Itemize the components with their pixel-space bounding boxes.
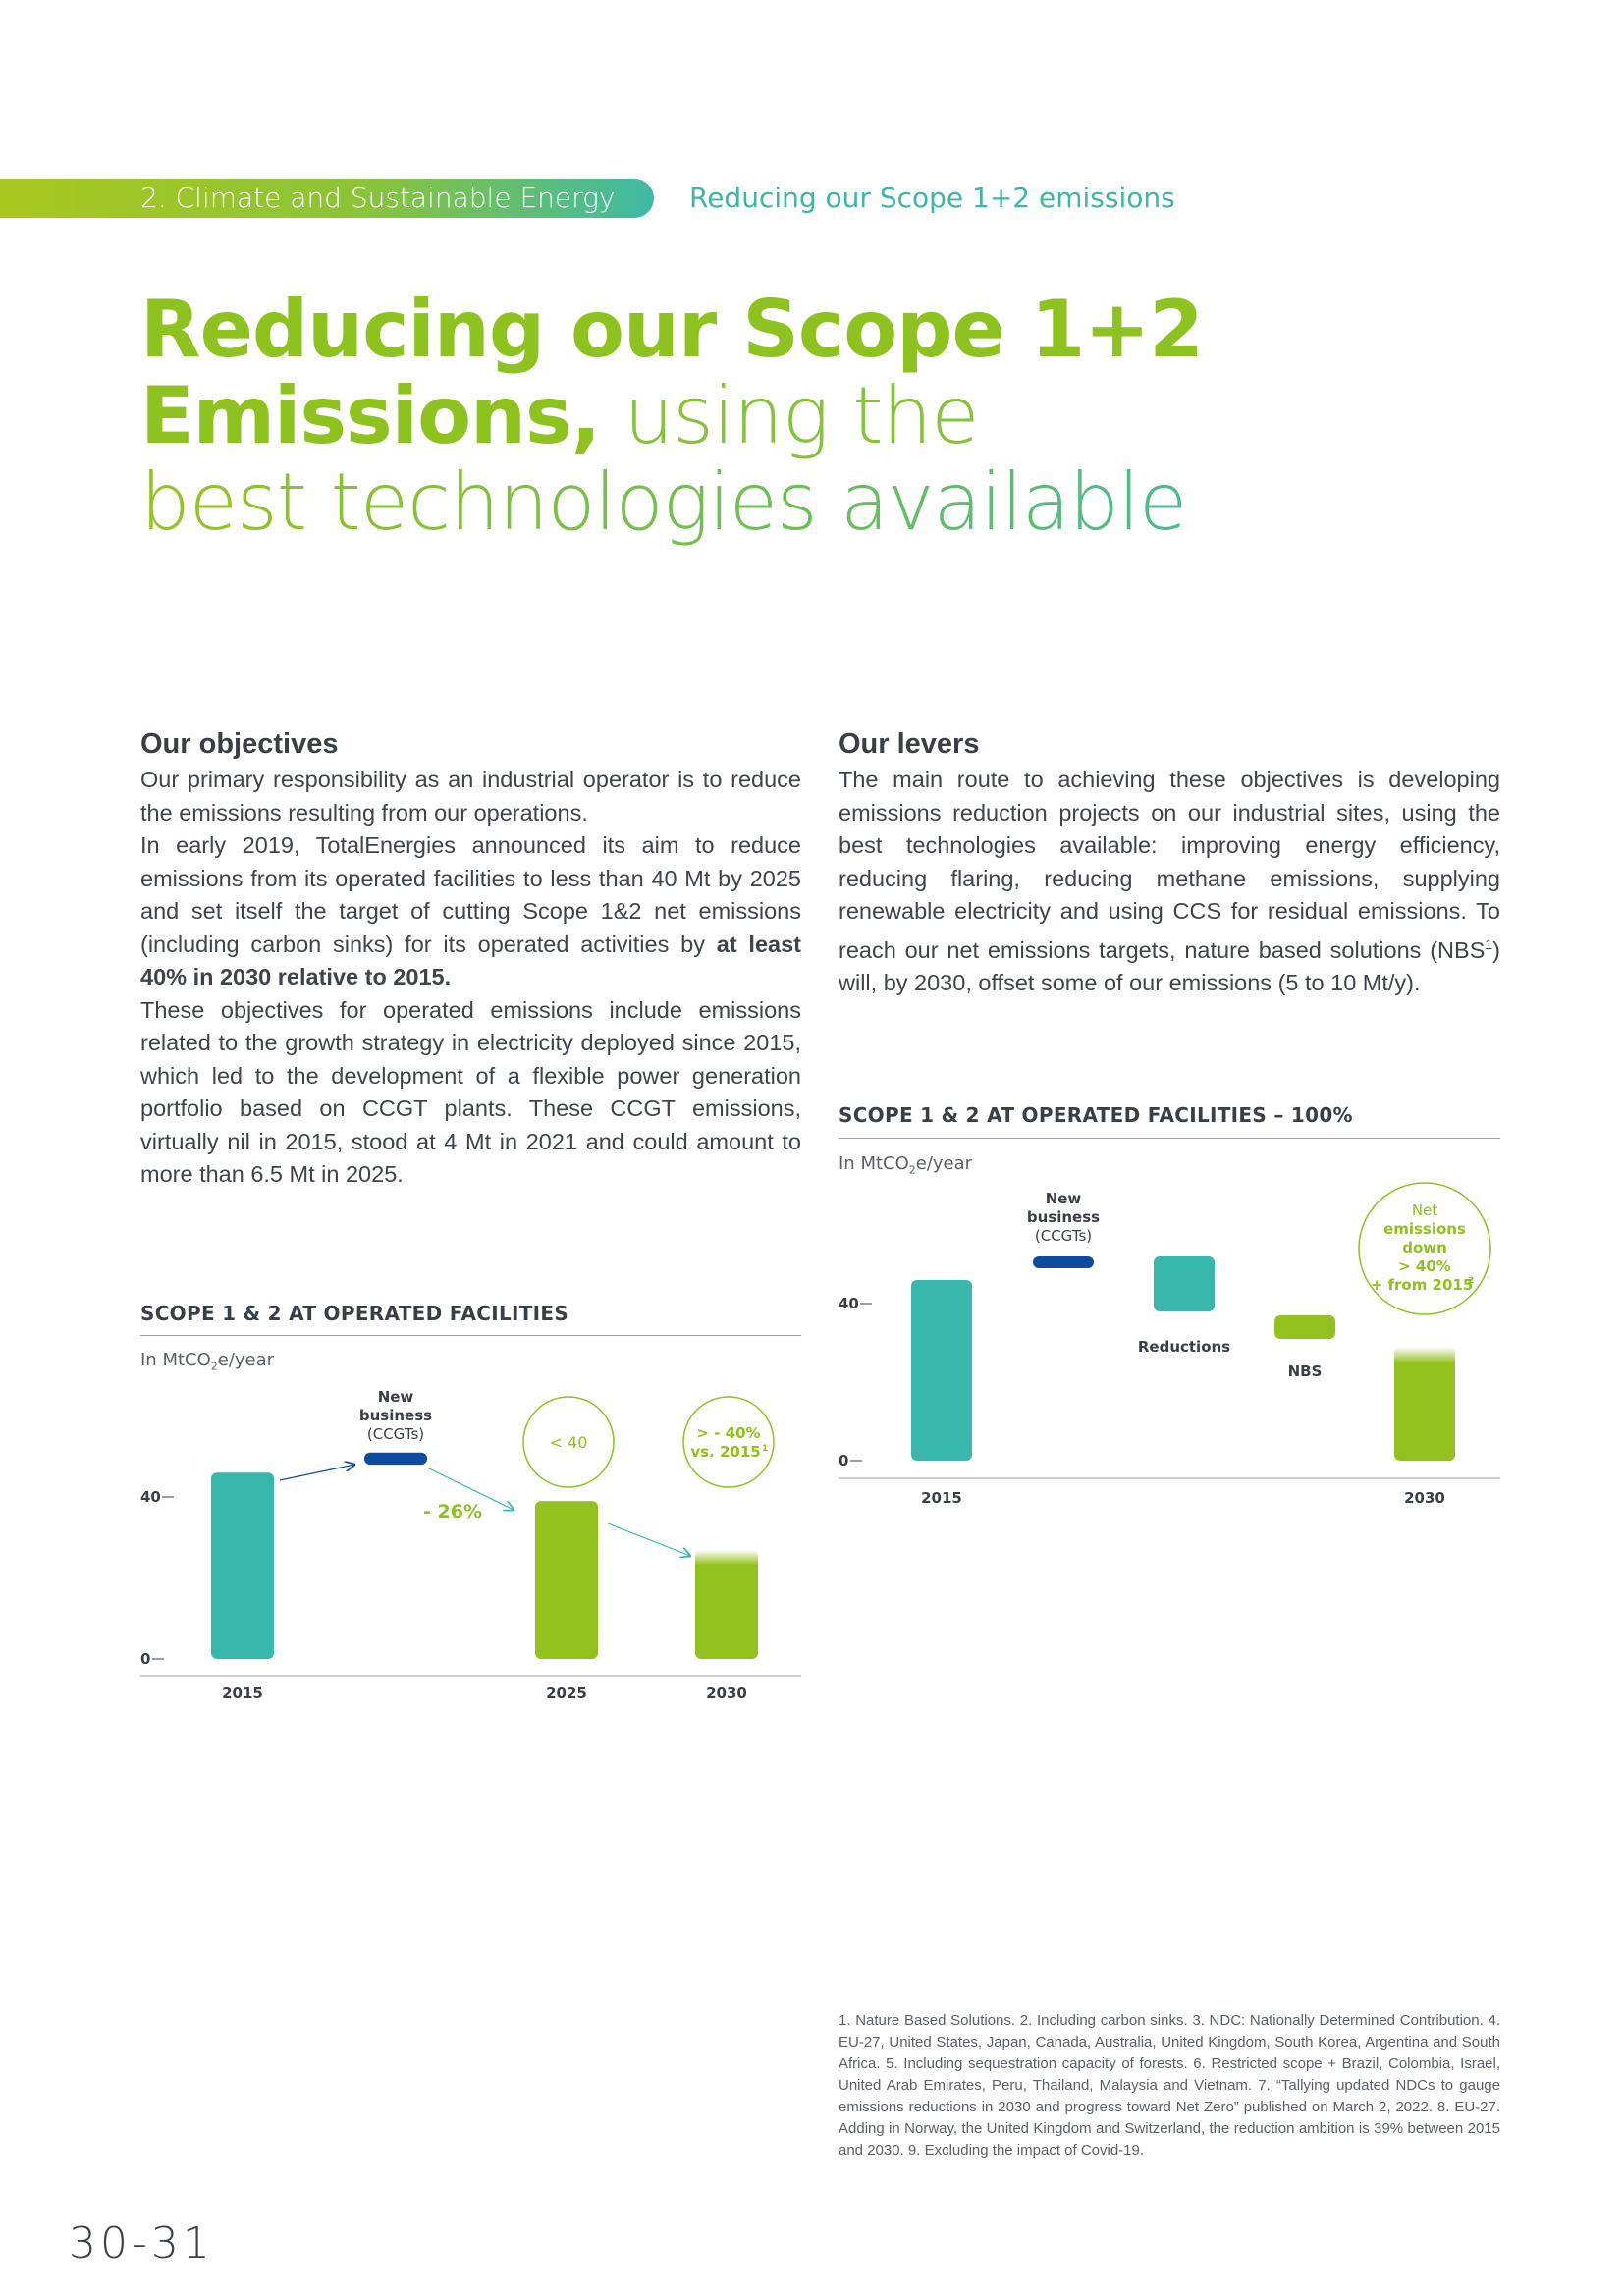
levers-heading: Our levers <box>839 728 980 760</box>
chart2-bar-new-business <box>1033 1256 1094 1268</box>
chart2-nbs-label: NBS <box>1288 1362 1323 1380</box>
chart2-unit-sub: 2 <box>908 1163 916 1177</box>
chart1-unit: In MtCO2e/year <box>140 1350 274 1373</box>
page-title: Reducing our Scope 1+2 Emissions, using … <box>140 287 1319 546</box>
chart1-unit-prefix: In MtCO <box>140 1350 211 1370</box>
chart1-circle-2030-sup: 1 <box>762 1444 768 1454</box>
chart1-unit-sub: 2 <box>210 1360 218 1373</box>
chart1-title-rule <box>140 1335 801 1336</box>
chart2-reductions-label: Reductions <box>1138 1338 1230 1356</box>
objectives-heading: Our objectives <box>140 728 339 760</box>
objectives-p3: These objectives for operated emissions … <box>140 996 801 1188</box>
objectives-p2: In early 2019, TotalEnergies announced i… <box>140 829 801 994</box>
chart2-bar-reductions <box>1154 1256 1215 1311</box>
chart1-xlabel-2030: 2030 <box>706 1684 747 1702</box>
levers-p1-start: The main route to achieving these object… <box>839 767 1500 963</box>
page-number: 30-31 <box>69 2218 214 2269</box>
chart1-bar-2015 <box>211 1472 274 1659</box>
levers-p1: The main route to achieving these object… <box>839 764 1500 999</box>
chart1-bar-new-business <box>364 1452 427 1466</box>
levers-p1-sup: 1 <box>1485 935 1493 952</box>
chart1-svg: 40 0 New business (CCGTs) - 26% < 40 > -… <box>140 1388 801 1702</box>
chart2-unit-prefix: In MtCO <box>839 1153 909 1174</box>
chart1-xlabel-2025: 2025 <box>546 1684 587 1702</box>
chart1-bar-2030 <box>695 1549 758 1659</box>
objectives-text: Our primary responsibility as an industr… <box>140 764 801 1192</box>
objectives-p2-bold: at least 40% in 2030 relative to 2015. <box>140 931 801 990</box>
chart2-xlabel-2030: 2030 <box>1404 1489 1445 1507</box>
chart2-ytick-40: 40 <box>839 1295 859 1312</box>
chart2-xlabel-2015: 2015 <box>921 1489 962 1507</box>
chart2-title: SCOPE 1 & 2 AT OPERATED FACILITIES – 100… <box>839 1103 1353 1127</box>
levers-text: The main route to achieving these object… <box>839 764 1500 999</box>
chart1-nb-label-2: business <box>359 1407 432 1424</box>
subsection-label: Reducing our Scope 1+2 emissions <box>689 182 1175 214</box>
chart2-nb-label-1: New <box>1046 1190 1082 1207</box>
chart1-arrow-1 <box>279 1465 354 1481</box>
chart1-arrow-3 <box>607 1522 690 1556</box>
title-line-2-bold: Emissions, <box>140 370 601 461</box>
chart1-bar-2025 <box>535 1501 598 1659</box>
chart2-nb-label-3: (CCGTs) <box>1035 1227 1092 1245</box>
footnotes: 1. Nature Based Solutions. 2. Including … <box>839 2012 1500 2159</box>
chart1-unit-suffix: e/year <box>217 1350 275 1370</box>
chart2-circle-line4: > 40% <box>1398 1257 1451 1275</box>
chart1-xlabel-2015: 2015 <box>222 1684 263 1702</box>
chart1-nb-label-3: (CCGTs) <box>367 1425 424 1443</box>
chart1-ytick-40: 40 <box>140 1488 161 1506</box>
chart2-bar-2015 <box>911 1280 972 1461</box>
chart2-unit: In MtCO2e/year <box>839 1153 972 1177</box>
chart2-circle-line5: + from 2015 <box>1371 1276 1474 1294</box>
chart1-change-label: - 26% <box>423 1501 482 1522</box>
title-line-3: best technologies available <box>140 459 1319 546</box>
chart1-circle-2030-line2: vs. 2015 <box>690 1443 760 1461</box>
chart2-unit-suffix: e/year <box>915 1153 973 1174</box>
chart2-circle-sup: 2 <box>1468 1276 1474 1286</box>
chart1-nb-label-1: New <box>378 1388 414 1406</box>
chart2-title-rule <box>839 1138 1500 1139</box>
chart2-ytick-0: 0 <box>839 1452 848 1469</box>
chart2-circle-line1: Net <box>1412 1201 1437 1219</box>
chart2-net-circle <box>1358 1182 1491 1315</box>
levers-p1-end: ) will, by 2030, offset some of our emis… <box>839 936 1500 995</box>
chart2-svg: 40 0 New business (CCGTs) Reductions NBS… <box>839 1182 1500 1507</box>
chart1-title: SCOPE 1 & 2 AT OPERATED FACILITIES <box>140 1302 569 1325</box>
objectives-p1: Our primary responsibility as an industr… <box>140 767 801 826</box>
title-line-1: Reducing our Scope 1+2 <box>140 284 1204 375</box>
chart1-arrow-2 <box>428 1468 514 1510</box>
chart2-bar-nbs <box>1274 1315 1335 1339</box>
chart1-circle-2030 <box>682 1396 775 1488</box>
chart1-circle-2030-line1: > - 40% <box>696 1424 760 1442</box>
chart2-bar-2030 <box>1394 1347 1455 1461</box>
chart2-nb-label-2: business <box>1027 1208 1100 1226</box>
section-band <box>0 179 654 218</box>
chart1-circle-2025-label: < 40 <box>550 1433 588 1452</box>
objectives-p2-start: In early 2019, TotalEnergies announced i… <box>140 832 801 957</box>
section-label: 2. Climate and Sustainable Energy <box>140 182 616 214</box>
chart1-circle-2025 <box>522 1396 615 1488</box>
title-line-2-light: using the <box>600 370 979 461</box>
chart1-ytick-0: 0 <box>140 1650 150 1668</box>
chart2-circle-line2: emissions <box>1383 1220 1466 1238</box>
chart2-circle-line3: down <box>1402 1239 1447 1256</box>
